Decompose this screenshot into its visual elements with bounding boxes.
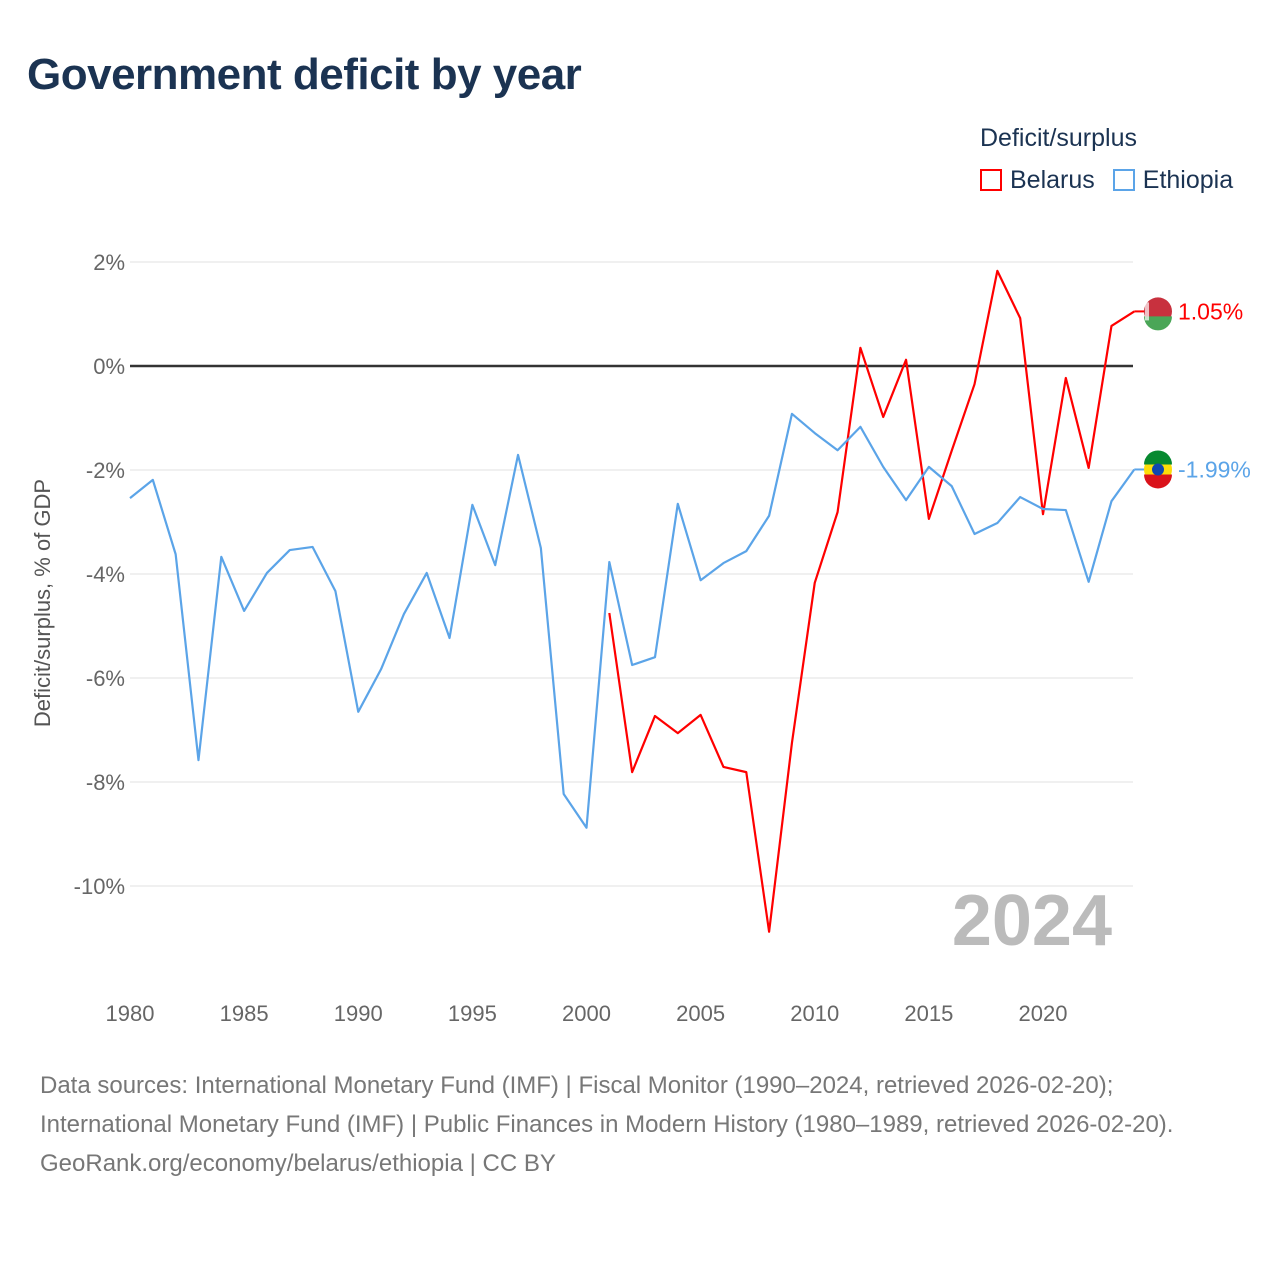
series-line-ethiopia <box>129 412 1136 829</box>
y-tick-label: -10% <box>74 874 125 899</box>
ethiopia-flag-red <box>1144 474 1172 489</box>
legend-item-belarus[interactable]: Belarus <box>980 166 1095 195</box>
y-tick-label: -6% <box>86 666 125 691</box>
legend: Belarus Ethiopia <box>980 166 1233 195</box>
ethiopia-flag-green <box>1144 450 1172 465</box>
footer: Data sources: International Monetary Fun… <box>40 1066 1240 1183</box>
x-tick-label: 2010 <box>790 1001 839 1026</box>
y-tick-label: 2% <box>93 250 125 275</box>
x-tick-label: 2015 <box>904 1001 953 1026</box>
chart-title: Government deficit by year <box>27 50 582 99</box>
x-tick-label: 1985 <box>220 1001 269 1026</box>
ethiopia-flag-emblem <box>1152 463 1164 476</box>
legend-label: Ethiopia <box>1142 166 1234 194</box>
x-tick-label: 1990 <box>334 1001 383 1026</box>
end-value-label: 1.05% <box>1178 298 1243 324</box>
y-axis-label: Deficit/surplus, % of GDP <box>30 479 55 727</box>
x-tick-label: 1995 <box>448 1001 497 1026</box>
legend-label: Belarus <box>1010 166 1095 194</box>
series-line-belarus <box>608 269 1135 933</box>
x-tick-label: 2005 <box>676 1001 725 1026</box>
y-tick-label: 0% <box>93 354 125 379</box>
belarus-flag-ornament <box>1145 302 1149 321</box>
legend-title: Deficit/surplus <box>980 124 1137 152</box>
data-sources: Data sources: International Monetary Fun… <box>40 1072 1174 1138</box>
y-tick-label: -4% <box>86 562 125 587</box>
end-value-label: -1.99% <box>1178 456 1251 482</box>
x-tick-label: 2000 <box>562 1001 611 1026</box>
x-tick-label: 1980 <box>106 1001 155 1026</box>
source-link[interactable]: GeoRank.org/economy/belarus/ethiopia | C… <box>40 1150 556 1177</box>
x-tick-label: 2020 <box>1019 1001 1068 1026</box>
y-tick-label: -8% <box>86 770 125 795</box>
year-label: 2024 <box>952 881 1112 961</box>
y-tick-label: -2% <box>86 458 125 483</box>
belarus-flag-green <box>1144 316 1172 331</box>
line-chart: 2% 0% -2% -4% -6% -8% -10% 1980 1985 1990 1995 2000… <box>30 250 1251 1026</box>
legend-swatch-belarus <box>980 169 1002 191</box>
legend-swatch-ethiopia <box>1112 169 1135 191</box>
legend-item-ethiopia[interactable]: Ethiopia <box>1112 166 1234 195</box>
